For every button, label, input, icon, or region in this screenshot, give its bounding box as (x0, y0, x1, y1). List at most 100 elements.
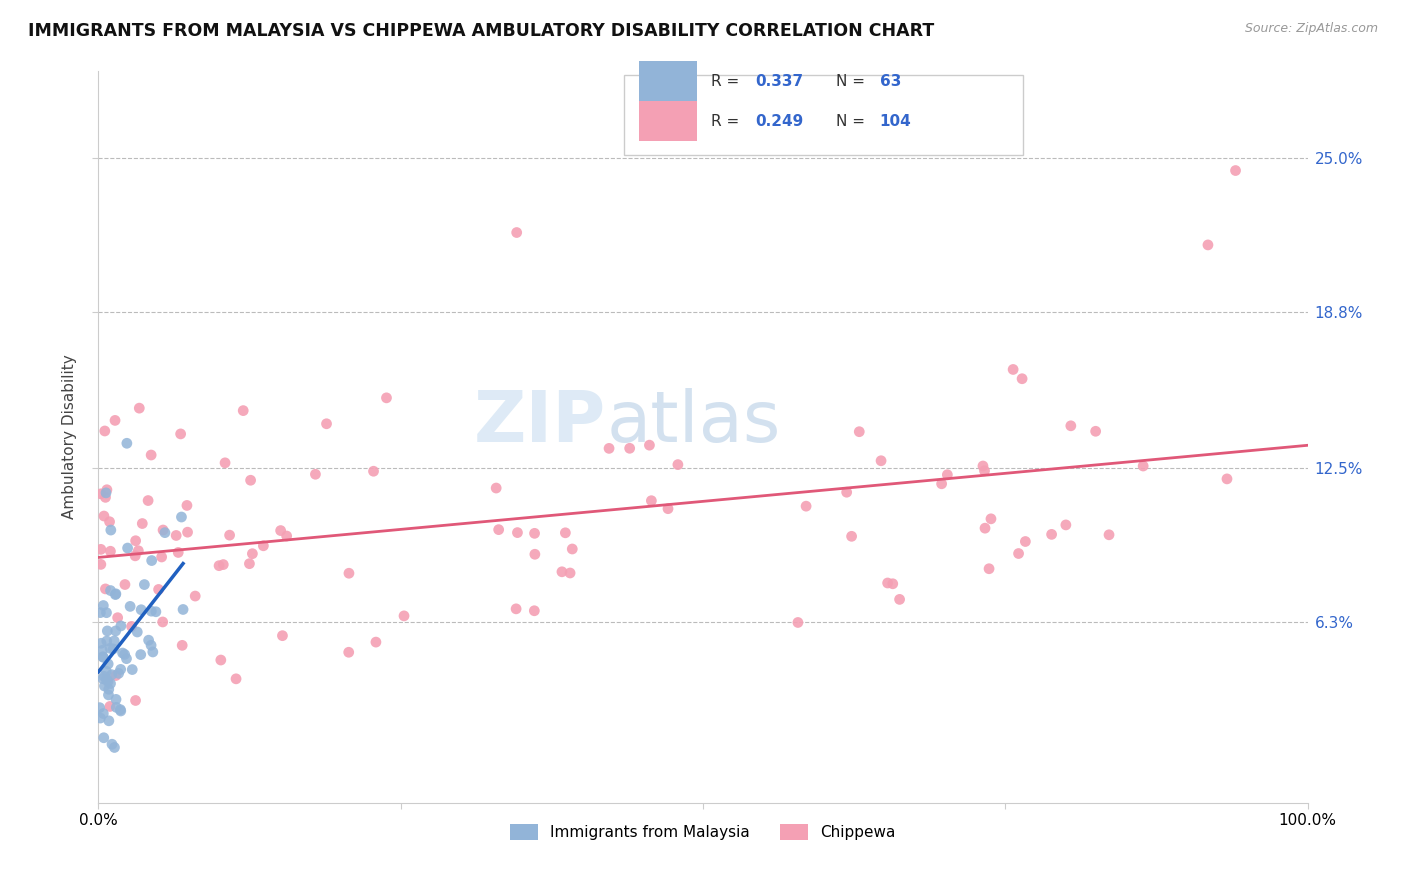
Point (523, 526, 546, 541)
Point (129, 603, 152, 617)
Point (145, 605, 167, 619)
Point (97, 682, 120, 697)
Point (337, 645, 360, 659)
Point (91, 706, 114, 721)
Point (551, 565, 574, 579)
Point (111, 646, 134, 660)
Y-axis label: Ambulatory Disability: Ambulatory Disability (62, 355, 77, 519)
Point (1197, 238, 1219, 252)
Point (232, 403, 254, 417)
Point (167, 545, 190, 559)
Point (100, 676, 122, 690)
Point (115, 436, 138, 450)
Point (876, 576, 898, 591)
Text: N =: N = (837, 114, 870, 129)
Point (136, 493, 159, 508)
Point (100, 544, 122, 558)
Point (93, 731, 115, 745)
Point (505, 226, 527, 240)
Point (657, 501, 679, 516)
Point (117, 541, 139, 555)
Point (1002, 362, 1025, 376)
Text: atlas: atlas (606, 388, 780, 457)
Point (124, 549, 146, 563)
Point (91, 650, 114, 665)
Point (141, 448, 163, 462)
FancyBboxPatch shape (638, 61, 697, 101)
Point (142, 645, 165, 659)
Point (165, 528, 187, 542)
Point (980, 512, 1002, 526)
Text: R =: R = (711, 114, 745, 129)
Point (209, 653, 232, 667)
Point (94, 486, 117, 500)
Point (94, 424, 117, 438)
Point (148, 582, 170, 597)
Point (1014, 534, 1036, 549)
Text: R =: R = (711, 74, 745, 89)
Point (364, 635, 387, 649)
Point (172, 602, 194, 616)
Point (96, 672, 118, 686)
Point (554, 525, 576, 540)
Point (96, 624, 118, 638)
Point (127, 543, 149, 558)
Point (127, 625, 149, 640)
Point (98, 641, 121, 656)
Point (97, 674, 120, 689)
Point (138, 633, 160, 648)
Point (150, 549, 173, 564)
Text: 0.249: 0.249 (755, 114, 803, 129)
Point (176, 499, 198, 513)
Text: 0.337: 0.337 (755, 74, 803, 89)
Point (103, 634, 125, 648)
Point (91, 649, 114, 664)
Point (131, 516, 153, 531)
Text: Source: ZipAtlas.com: Source: ZipAtlas.com (1244, 22, 1378, 36)
Point (931, 476, 953, 491)
Point (882, 576, 904, 591)
Point (239, 473, 262, 487)
Point (1011, 372, 1033, 386)
Point (93, 509, 115, 524)
Point (91, 672, 114, 686)
Point (115, 651, 138, 665)
Point (96, 483, 118, 497)
Point (100, 583, 122, 598)
Point (103, 740, 125, 755)
Point (169, 426, 191, 441)
Point (238, 557, 260, 571)
Point (153, 525, 176, 540)
Point (172, 638, 194, 652)
Point (841, 529, 863, 543)
Text: 104: 104 (880, 114, 911, 129)
Point (337, 566, 360, 581)
Point (619, 442, 641, 456)
Point (101, 737, 124, 751)
Point (129, 648, 152, 662)
Point (96, 606, 118, 620)
Point (93, 669, 115, 683)
Point (100, 667, 122, 681)
Point (252, 539, 274, 553)
Point (110, 704, 132, 718)
Point (363, 464, 385, 478)
Point (848, 425, 870, 439)
FancyBboxPatch shape (624, 75, 1024, 155)
Point (139, 638, 162, 652)
Point (104, 413, 127, 427)
Point (640, 493, 662, 508)
Point (100, 523, 122, 537)
Point (271, 629, 294, 643)
Point (141, 604, 163, 618)
Point (107, 610, 129, 624)
Point (225, 672, 247, 686)
Point (184, 589, 207, 603)
Point (176, 525, 198, 540)
Point (1040, 527, 1063, 541)
Point (104, 668, 127, 682)
Point (315, 417, 337, 431)
Point (561, 541, 583, 556)
Point (304, 467, 326, 482)
Point (242, 547, 264, 561)
